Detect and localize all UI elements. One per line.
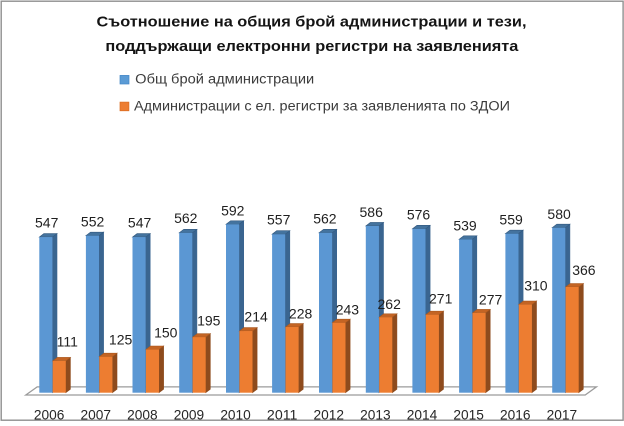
svg-text:552: 552 [81, 214, 105, 230]
svg-text:125: 125 [109, 331, 133, 347]
svg-text:547: 547 [35, 215, 59, 231]
svg-text:366: 366 [572, 262, 596, 278]
svg-text:195: 195 [197, 313, 221, 329]
svg-text:228: 228 [289, 305, 313, 321]
svg-text:592: 592 [221, 202, 245, 218]
svg-text:111: 111 [57, 333, 78, 349]
svg-text:243: 243 [336, 302, 360, 318]
svg-text:2006: 2006 [34, 406, 65, 421]
svg-text:2013: 2013 [360, 406, 391, 421]
svg-text:557: 557 [267, 212, 291, 228]
svg-text:Общ брой администрации: Общ брой администрации [135, 71, 314, 86]
svg-text:580: 580 [547, 206, 571, 222]
svg-text:586: 586 [360, 204, 384, 220]
svg-text:поддържащи електронни регистри: поддържащи електронни регистри на заявле… [105, 38, 519, 55]
svg-text:262: 262 [378, 296, 402, 312]
svg-text:277: 277 [479, 292, 503, 308]
svg-text:2014: 2014 [407, 406, 438, 421]
svg-text:576: 576 [407, 207, 431, 223]
svg-text:2011: 2011 [267, 406, 298, 421]
svg-text:2017: 2017 [547, 406, 578, 421]
svg-text:2009: 2009 [174, 406, 205, 421]
svg-text:559: 559 [499, 212, 523, 228]
svg-text:2007: 2007 [80, 406, 111, 421]
svg-text:150: 150 [154, 324, 178, 340]
svg-text:2016: 2016 [500, 406, 531, 421]
svg-text:2010: 2010 [220, 406, 251, 421]
svg-text:310: 310 [524, 277, 548, 293]
svg-text:562: 562 [174, 210, 198, 226]
svg-text:2012: 2012 [314, 406, 345, 421]
svg-text:547: 547 [128, 214, 152, 230]
svg-text:562: 562 [313, 210, 337, 226]
svg-text:214: 214 [244, 309, 268, 325]
svg-text:2008: 2008 [127, 406, 158, 421]
svg-text:2015: 2015 [453, 406, 484, 421]
svg-text:271: 271 [429, 290, 453, 306]
svg-text:Съотношение на общия брой адми: Съотношение на общия брой администрации … [97, 14, 527, 31]
svg-text:Администрации с ел. регистри з: Администрации с ел. регистри за заявлени… [134, 98, 510, 113]
svg-text:539: 539 [453, 217, 477, 233]
